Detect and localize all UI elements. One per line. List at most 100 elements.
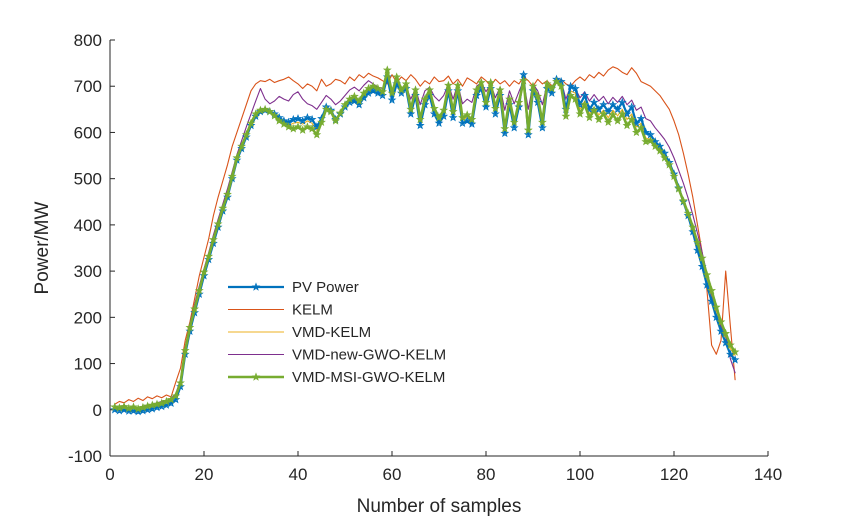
data-point-pv-power [603, 107, 613, 116]
data-point-vmd-msi-gwo-kelm [603, 117, 613, 127]
data-point-vmd-msi-gwo-kelm [326, 107, 336, 116]
data-point-vmd-msi-gwo-kelm [716, 317, 726, 326]
legend-label-pv-power: PV Power [292, 279, 359, 296]
y-axis-title: Power/MW [32, 201, 53, 294]
data-point-vmd-msi-gwo-kelm [397, 85, 406, 94]
data-point-vmd-msi-gwo-kelm [415, 114, 425, 124]
data-point-vmd-msi-gwo-kelm [458, 113, 467, 122]
x-tick-label: 20 [195, 465, 214, 484]
data-point-vmd-msi-gwo-kelm [486, 77, 496, 87]
data-point-vmd-msi-gwo-kelm [693, 237, 702, 247]
data-point-pv-power [241, 132, 251, 141]
data-point-vmd-msi-gwo-kelm [425, 85, 434, 94]
data-point-vmd-msi-gwo-kelm [368, 81, 378, 90]
data-point-vmd-msi-gwo-kelm [110, 402, 120, 411]
data-point-vmd-msi-gwo-kelm [180, 345, 190, 355]
data-point-vmd-msi-gwo-kelm [392, 72, 402, 81]
data-point-vmd-msi-gwo-kelm [505, 94, 514, 103]
data-point-pv-power [467, 119, 477, 128]
y-tick-label: 100 [74, 355, 102, 374]
data-point-pv-power [594, 104, 604, 114]
data-point-pv-power [613, 104, 622, 114]
data-point-pv-power [387, 95, 397, 104]
data-point-vmd-msi-gwo-kelm [707, 285, 716, 295]
data-point-vmd-msi-gwo-kelm [481, 97, 491, 107]
data-point-vmd-msi-gwo-kelm [509, 117, 519, 127]
data-point-vmd-msi-gwo-kelm [265, 107, 275, 116]
data-point-vmd-msi-gwo-kelm [246, 118, 256, 127]
data-point-vmd-msi-gwo-kelm [439, 105, 449, 115]
data-point-vmd-msi-gwo-kelm [683, 208, 693, 218]
data-point-vmd-msi-gwo-kelm [552, 76, 561, 86]
y-tick-label: 300 [74, 262, 102, 281]
legend-marker-vmd-msi-gwo-kelm [251, 372, 261, 381]
data-point-vmd-msi-gwo-kelm [434, 113, 444, 122]
data-point-vmd-msi-gwo-kelm [298, 125, 308, 134]
data-point-vmd-msi-gwo-kelm [500, 124, 510, 133]
data-point-vmd-msi-gwo-kelm [345, 94, 355, 103]
data-point-pv-power [448, 113, 458, 122]
data-point-pv-power [340, 102, 350, 111]
data-point-vmd-msi-gwo-kelm [350, 91, 359, 101]
data-point-vmd-msi-gwo-kelm [472, 85, 481, 94]
data-point-pv-power [646, 130, 655, 139]
data-point-vmd-msi-gwo-kelm [655, 146, 665, 155]
data-point-pv-power [298, 116, 308, 125]
data-point-vmd-msi-gwo-kelm [227, 171, 237, 181]
y-tick-label: 500 [74, 170, 102, 189]
data-point-vmd-msi-gwo-kelm [223, 189, 232, 199]
data-point-vmd-msi-gwo-kelm [382, 65, 392, 74]
series-line-vmd-msi-gwo-kelm [113, 68, 737, 411]
data-point-vmd-msi-gwo-kelm [209, 235, 218, 244]
legend-marker-pv-power [251, 282, 261, 291]
data-point-vmd-msi-gwo-kelm [617, 109, 627, 118]
data-point-vmd-msi-gwo-kelm [674, 184, 684, 193]
data-point-pv-power [538, 123, 547, 132]
data-point-pv-power [566, 81, 575, 90]
data-point-vmd-msi-gwo-kelm [260, 104, 270, 114]
series-line-kelm [114, 66, 736, 405]
data-point-pv-power [406, 109, 416, 118]
data-point-pv-power [589, 97, 599, 107]
data-point-vmd-msi-gwo-kelm [354, 96, 364, 105]
data-point-vmd-msi-gwo-kelm [556, 81, 566, 90]
x-tick-label: 100 [566, 465, 594, 484]
x-tick-label: 40 [289, 465, 308, 484]
data-point-vmd-msi-gwo-kelm [284, 122, 293, 131]
data-point-vmd-msi-gwo-kelm [387, 88, 397, 97]
data-point-vmd-msi-gwo-kelm [429, 103, 439, 113]
data-point-vmd-msi-gwo-kelm [538, 117, 547, 127]
data-point-vmd-msi-gwo-kelm [669, 171, 679, 181]
data-point-vmd-msi-gwo-kelm [176, 378, 185, 387]
y-tick-label: 0 [93, 401, 102, 420]
data-point-vmd-msi-gwo-kelm [608, 110, 618, 119]
data-point-pv-power [223, 192, 232, 201]
data-point-pv-power [599, 100, 608, 109]
data-point-vmd-msi-gwo-kelm [317, 117, 326, 127]
data-point-pv-power [237, 143, 246, 153]
data-point-pv-power [246, 120, 256, 130]
data-point-vmd-msi-gwo-kelm [575, 109, 585, 118]
data-point-pv-power [509, 123, 519, 132]
data-point-vmd-msi-gwo-kelm [660, 153, 669, 162]
legend-label-kelm: KELM [292, 302, 333, 319]
data-point-pv-power [368, 86, 378, 95]
data-point-vmd-msi-gwo-kelm [688, 222, 698, 231]
data-point-pv-power [523, 130, 533, 139]
data-point-vmd-msi-gwo-kelm [133, 404, 143, 413]
data-point-vmd-msi-gwo-kelm [124, 403, 134, 413]
data-point-vmd-msi-gwo-kelm [570, 94, 580, 103]
data-point-vmd-msi-gwo-kelm [340, 100, 350, 109]
x-tick-label: 120 [660, 465, 688, 484]
data-point-pv-power [293, 113, 303, 123]
data-point-pv-power [608, 100, 618, 109]
data-point-vmd-msi-gwo-kelm [274, 116, 284, 125]
data-point-vmd-msi-gwo-kelm [307, 124, 317, 133]
data-point-vmd-msi-gwo-kelm [420, 94, 430, 103]
data-point-vmd-msi-gwo-kelm [218, 203, 228, 212]
data-point-pv-power [617, 97, 627, 107]
data-point-pv-power [251, 111, 261, 121]
data-point-vmd-msi-gwo-kelm [129, 402, 138, 411]
plot-area [110, 65, 740, 416]
legend-label-vmd-new-gwo-kelm: VMD-new-GWO-KELM [292, 347, 446, 364]
